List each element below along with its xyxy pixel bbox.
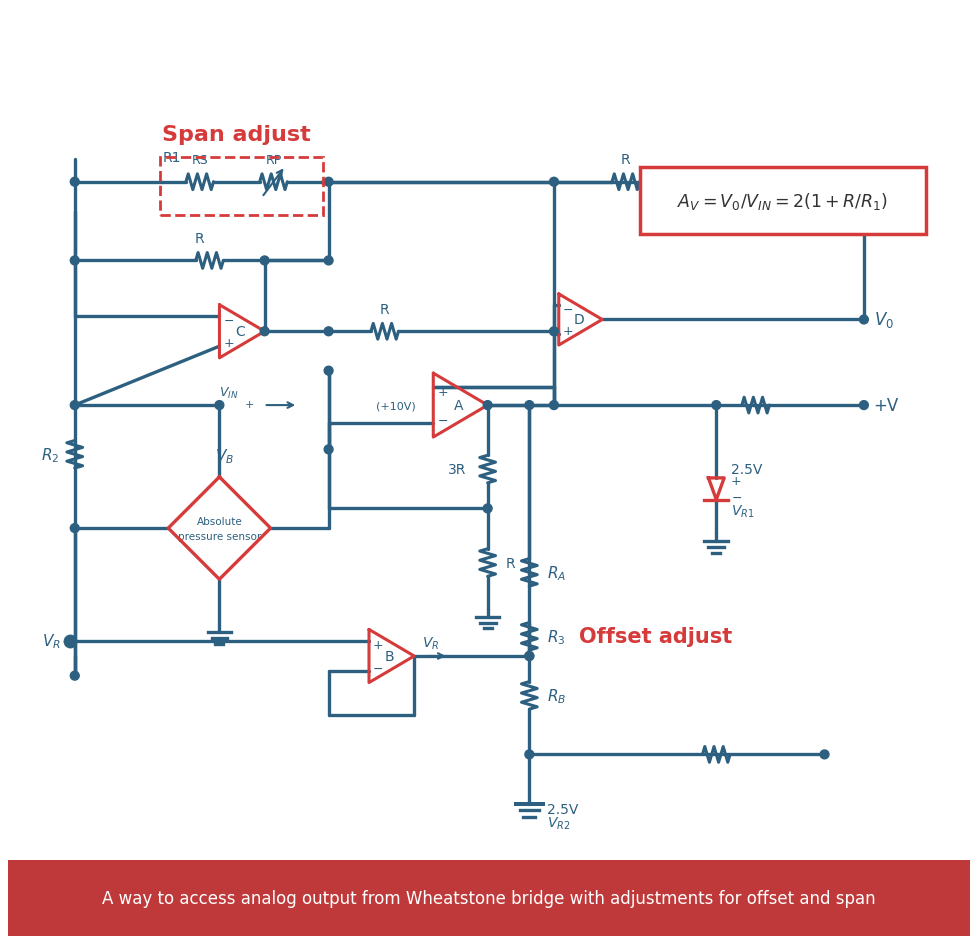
Text: A: A: [453, 398, 463, 413]
Text: $R_2$: $R_2$: [41, 446, 60, 464]
Circle shape: [323, 367, 333, 376]
Text: $-$: $-$: [372, 662, 383, 674]
Text: $-$: $-$: [223, 313, 234, 327]
Text: 2.5V: 2.5V: [731, 463, 762, 477]
Circle shape: [820, 750, 828, 759]
Text: $R_3$: $R_3$: [546, 628, 565, 646]
Circle shape: [323, 328, 333, 336]
Text: R: R: [379, 302, 389, 316]
Text: $-$: $-$: [436, 413, 447, 426]
Text: RP: RP: [265, 154, 281, 167]
Circle shape: [323, 178, 333, 187]
Text: $-$: $-$: [562, 302, 573, 315]
Text: $V_{R1}$: $V_{R1}$: [731, 502, 754, 519]
Bar: [8, 860, 969, 936]
Text: $+$: $+$: [372, 638, 383, 651]
Circle shape: [525, 652, 533, 661]
Text: $V_R$: $V_R$: [42, 632, 61, 650]
Circle shape: [525, 652, 533, 661]
Text: R: R: [505, 556, 515, 570]
Text: $V_{R2}$: $V_{R2}$: [546, 816, 570, 832]
Text: $V_0$: $V_0$: [872, 311, 893, 330]
Text: 2.5V: 2.5V: [546, 801, 577, 816]
Circle shape: [549, 401, 558, 410]
Circle shape: [70, 401, 79, 410]
Circle shape: [70, 671, 79, 681]
Text: $V_R$: $V_R$: [422, 635, 439, 651]
Text: $+$: $+$: [562, 325, 573, 338]
Circle shape: [549, 178, 558, 187]
Circle shape: [70, 524, 79, 533]
Circle shape: [483, 401, 491, 410]
Text: +V: +V: [872, 396, 898, 414]
Circle shape: [549, 328, 558, 336]
Text: $A_V=V_0/V_{IN}=2(1+R/R_1)$: $A_V=V_0/V_{IN}=2(1+R/R_1)$: [676, 191, 887, 211]
Circle shape: [70, 257, 79, 265]
Text: pressure sensor: pressure sensor: [178, 531, 261, 541]
Circle shape: [711, 401, 720, 410]
Text: $+$: $+$: [223, 337, 234, 350]
Circle shape: [260, 257, 269, 265]
Circle shape: [859, 315, 868, 325]
Circle shape: [215, 401, 224, 410]
Text: B: B: [384, 649, 394, 664]
Circle shape: [483, 504, 491, 514]
Circle shape: [323, 257, 333, 265]
Text: R: R: [620, 153, 630, 167]
Circle shape: [525, 401, 533, 410]
Text: RS: RS: [191, 154, 208, 167]
Text: $R_B$: $R_B$: [546, 686, 566, 705]
Circle shape: [70, 178, 79, 187]
Text: +: +: [731, 475, 741, 488]
Text: $+$: $+$: [436, 385, 447, 398]
Circle shape: [859, 401, 868, 410]
FancyBboxPatch shape: [639, 168, 925, 235]
Text: A way to access analog output from Wheatstone bridge with adjustments for offset: A way to access analog output from Wheat…: [102, 889, 875, 907]
Text: $-$: $-$: [194, 398, 204, 409]
Circle shape: [859, 178, 868, 187]
Text: $R_A$: $R_A$: [546, 564, 566, 582]
Text: Span adjust: Span adjust: [162, 126, 311, 145]
Text: R1: R1: [162, 151, 181, 165]
Text: $+$: $+$: [243, 398, 254, 409]
Circle shape: [323, 446, 333, 454]
Text: Absolute: Absolute: [196, 516, 242, 527]
Text: 3R: 3R: [447, 463, 465, 477]
Text: $V_{IN}$: $V_{IN}$: [219, 386, 238, 401]
Text: C: C: [234, 325, 244, 339]
Text: $-$: $-$: [731, 491, 742, 503]
Circle shape: [525, 750, 533, 759]
Text: R: R: [194, 231, 204, 245]
Text: D: D: [573, 313, 583, 328]
Text: Offset adjust: Offset adjust: [578, 627, 731, 647]
Circle shape: [260, 328, 269, 336]
Text: $V_B$: $V_B$: [215, 447, 234, 465]
Text: (+10V): (+10V): [375, 400, 415, 411]
